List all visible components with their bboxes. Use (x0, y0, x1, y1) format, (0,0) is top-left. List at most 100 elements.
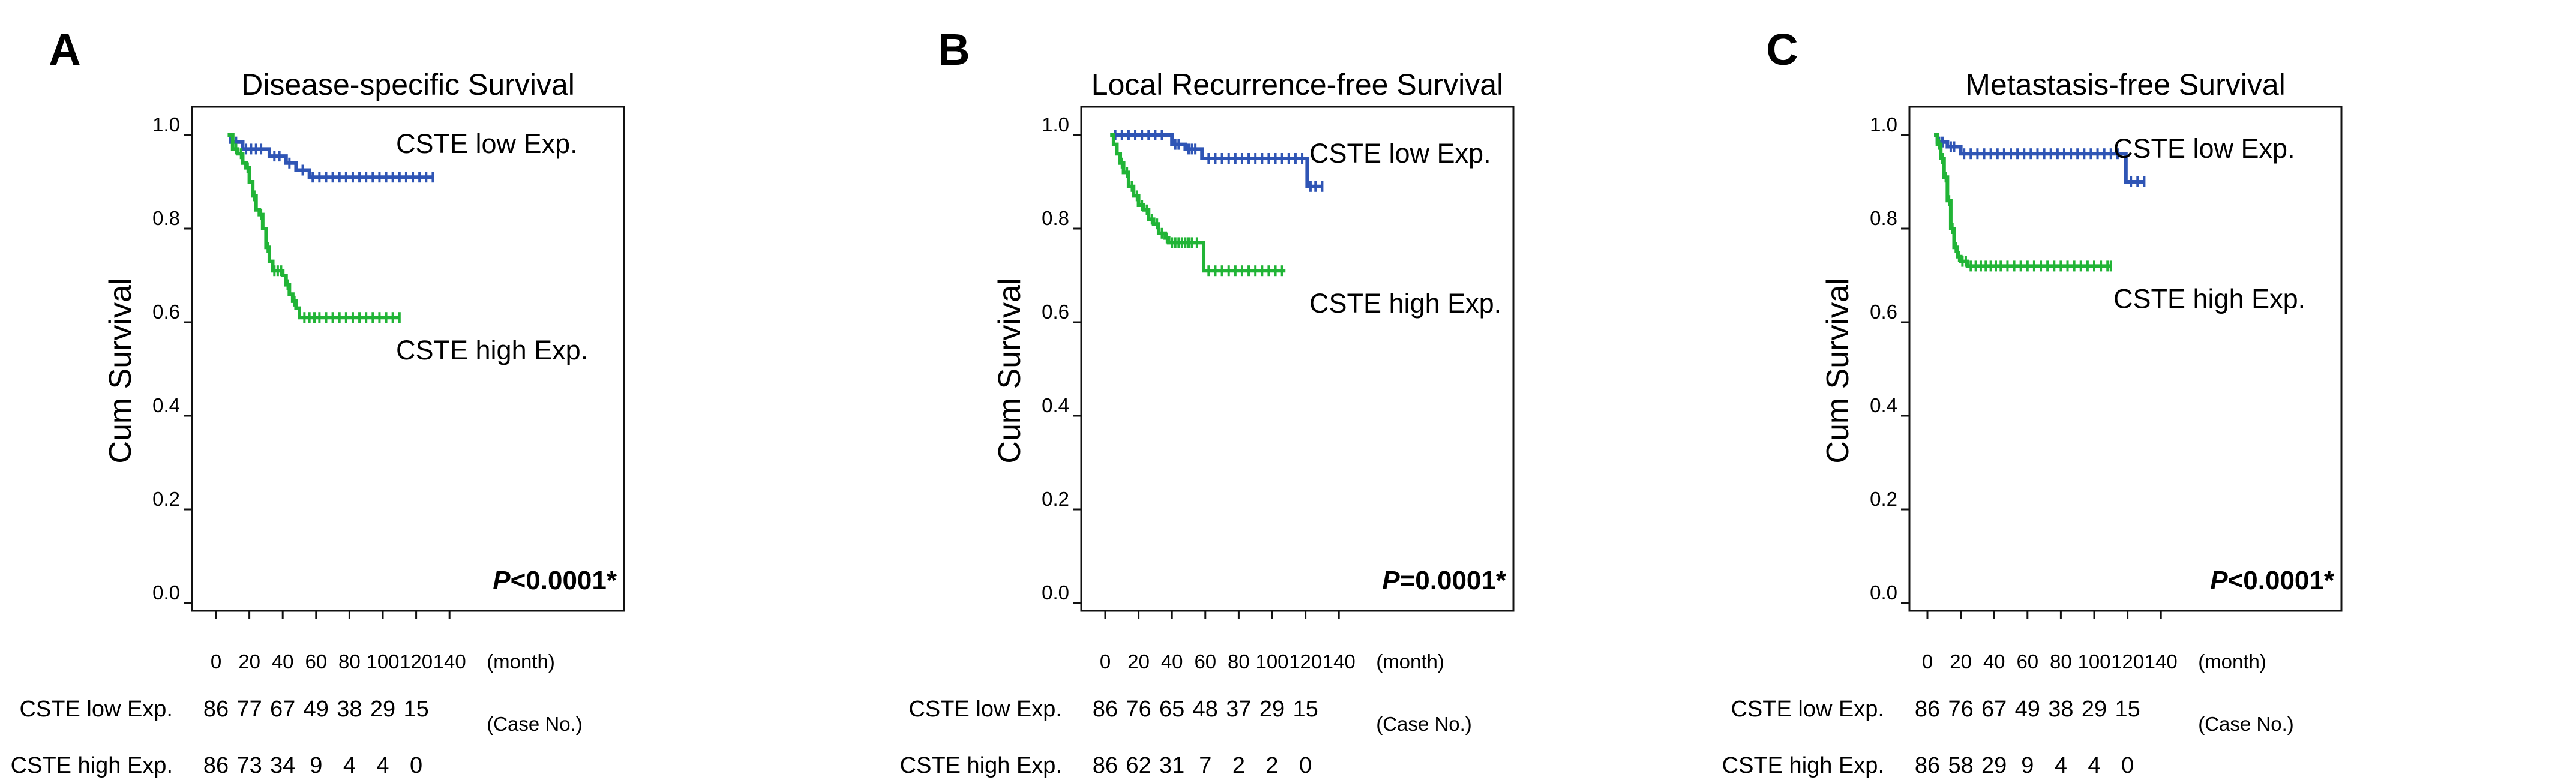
low-expression-curve (1934, 133, 2145, 184)
risk-count-low: 86 (203, 697, 229, 722)
risk-label-high: CSTE high Exp. (1722, 753, 1884, 778)
x-tick-label: 40 (1983, 650, 2005, 673)
y-axis-label: Cum Survival (103, 278, 138, 463)
y-tick-label: 0.6 (1042, 301, 1069, 323)
y-tick-label: 0.2 (1042, 488, 1069, 510)
risk-count-high: 0 (1299, 753, 1312, 778)
y-tick-label: 0.0 (1870, 581, 1897, 604)
x-tick-label: 120 (1289, 650, 1322, 673)
y-tick-label: 0.4 (1042, 394, 1069, 416)
chart-title: Disease-specific Survival (241, 68, 575, 101)
x-tick-label: 60 (305, 650, 327, 673)
x-tick-label: 120 (2111, 650, 2144, 673)
x-tick-label: 0 (1100, 650, 1111, 673)
low-exp-curve-label: CSTE low Exp. (1309, 138, 1491, 169)
y-axis-label: Cum Survival (992, 278, 1027, 463)
risk-count-low: 48 (1193, 697, 1218, 722)
risk-count-high: 0 (2121, 753, 2134, 778)
x-tick-label: 140 (433, 650, 466, 673)
km-chart-a: A Disease-specific Survival 0.0 0.2 0.4 0.6 0.… (11, 25, 625, 778)
risk-count-high: 9 (2021, 753, 2034, 778)
high-exp-curve-label: CSTE high Exp. (396, 335, 588, 365)
risk-count-low: 29 (1259, 697, 1285, 722)
risk-label-low: CSTE low Exp. (1731, 697, 1884, 722)
panel-c: C Metastasis-free Survival 0.0 0.2 0.4 0.6 0.8… (1717, 0, 2576, 780)
plot-frame (1908, 106, 2343, 612)
high-expression-curve (1110, 133, 1286, 273)
x-tick-label: 20 (1127, 650, 1150, 673)
y-tick-label: 0.8 (1042, 207, 1069, 229)
risk-count-high: 9 (310, 753, 322, 778)
panel-letter: C (1766, 25, 1798, 74)
risk-count-high: 62 (1126, 753, 1151, 778)
x-axis-unit: (month) (2198, 650, 2266, 673)
x-tick-label: 120 (400, 650, 433, 673)
low-exp-curve-label: CSTE low Exp. (396, 128, 578, 159)
km-chart-c: C Metastasis-free Survival 0.0 0.2 0.4 0.6 0.8… (1722, 25, 2343, 778)
y-tick-label: 0.4 (1870, 394, 1897, 416)
risk-count-high: 34 (270, 753, 295, 778)
risk-count-low: 65 (1159, 697, 1184, 722)
y-tick-label: 0.6 (152, 301, 180, 323)
y-tick-label: 0.0 (1042, 581, 1069, 604)
risk-count-high: 86 (203, 753, 229, 778)
y-tick-label: 0.2 (1870, 488, 1897, 510)
x-tick-label: 140 (1323, 650, 1356, 673)
chart-title: Local Recurrence-free Survival (1091, 68, 1503, 101)
risk-count-high: 31 (1159, 753, 1184, 778)
risk-count-low: 38 (2048, 697, 2073, 722)
low-exp-curve-label: CSTE low Exp. (2113, 133, 2295, 164)
risk-count-high: 2 (1265, 753, 1278, 778)
y-axis-label: Cum Survival (1821, 278, 1855, 463)
risk-count-high: 4 (343, 753, 356, 778)
risk-count-low: 15 (403, 697, 428, 722)
risk-label-high: CSTE high Exp. (11, 753, 173, 778)
x-tick-label: 60 (1194, 650, 1216, 673)
x-tick-label: 100 (1255, 650, 1288, 673)
risk-count-low: 15 (2115, 697, 2140, 722)
y-tick-label: 1.0 (1870, 113, 1897, 136)
x-tick-label: 80 (1228, 650, 1250, 673)
y-tick-label: 0.2 (152, 488, 180, 510)
risk-count-high: 29 (1981, 753, 2007, 778)
x-tick-label: 80 (2050, 650, 2072, 673)
risk-label-low: CSTE low Exp. (19, 697, 173, 722)
y-tick-label: 0.4 (152, 394, 180, 416)
case-no-label: (Case No.) (1376, 713, 1472, 735)
risk-count-low: 37 (1226, 697, 1251, 722)
plot-frame (191, 106, 625, 612)
chart-title: Metastasis-free Survival (1965, 68, 2286, 101)
risk-count-high: 4 (376, 753, 389, 778)
low-expression-curve (227, 133, 433, 179)
y-tick-label: 0.8 (1870, 207, 1897, 229)
risk-count-low: 67 (270, 697, 295, 722)
panel-a: A Disease-specific Survival 0.0 0.2 0.4 0.6 0.… (0, 0, 859, 780)
x-tick-label: 20 (1950, 650, 1972, 673)
high-exp-curve-label: CSTE high Exp. (2113, 283, 2305, 314)
y-tick-label: 0.0 (152, 581, 180, 604)
x-tick-label: 0 (211, 650, 221, 673)
y-tick-label: 1.0 (1042, 113, 1069, 136)
risk-count-high: 86 (1915, 753, 1940, 778)
risk-count-high: 2 (1232, 753, 1245, 778)
p-value-annotation: P<0.0001* (2210, 566, 2335, 595)
high-exp-curve-label: CSTE high Exp. (1309, 288, 1501, 319)
risk-label-high: CSTE high Exp. (900, 753, 1062, 778)
high-expression-curve (227, 133, 400, 320)
y-tick-label: 0.6 (1870, 301, 1897, 323)
panel-letter: A (49, 25, 80, 74)
x-axis-unit: (month) (1376, 650, 1444, 673)
risk-count-high: 7 (1199, 753, 1211, 778)
plot-frame (1080, 106, 1515, 612)
risk-count-low: 76 (1948, 697, 1973, 722)
risk-count-low: 38 (337, 697, 362, 722)
y-tick-label: 1.0 (152, 113, 180, 136)
panel-b: B Local Recurrence-free Survival 0.0 0.2 0.4… (889, 0, 1748, 780)
risk-count-low: 77 (236, 697, 262, 722)
risk-count-low: 86 (1093, 697, 1118, 722)
risk-count-high: 73 (236, 753, 262, 778)
risk-count-low: 15 (1293, 697, 1318, 722)
x-tick-label: 100 (2077, 650, 2110, 673)
case-no-label: (Case No.) (2198, 713, 2294, 735)
risk-count-high: 86 (1093, 753, 1118, 778)
